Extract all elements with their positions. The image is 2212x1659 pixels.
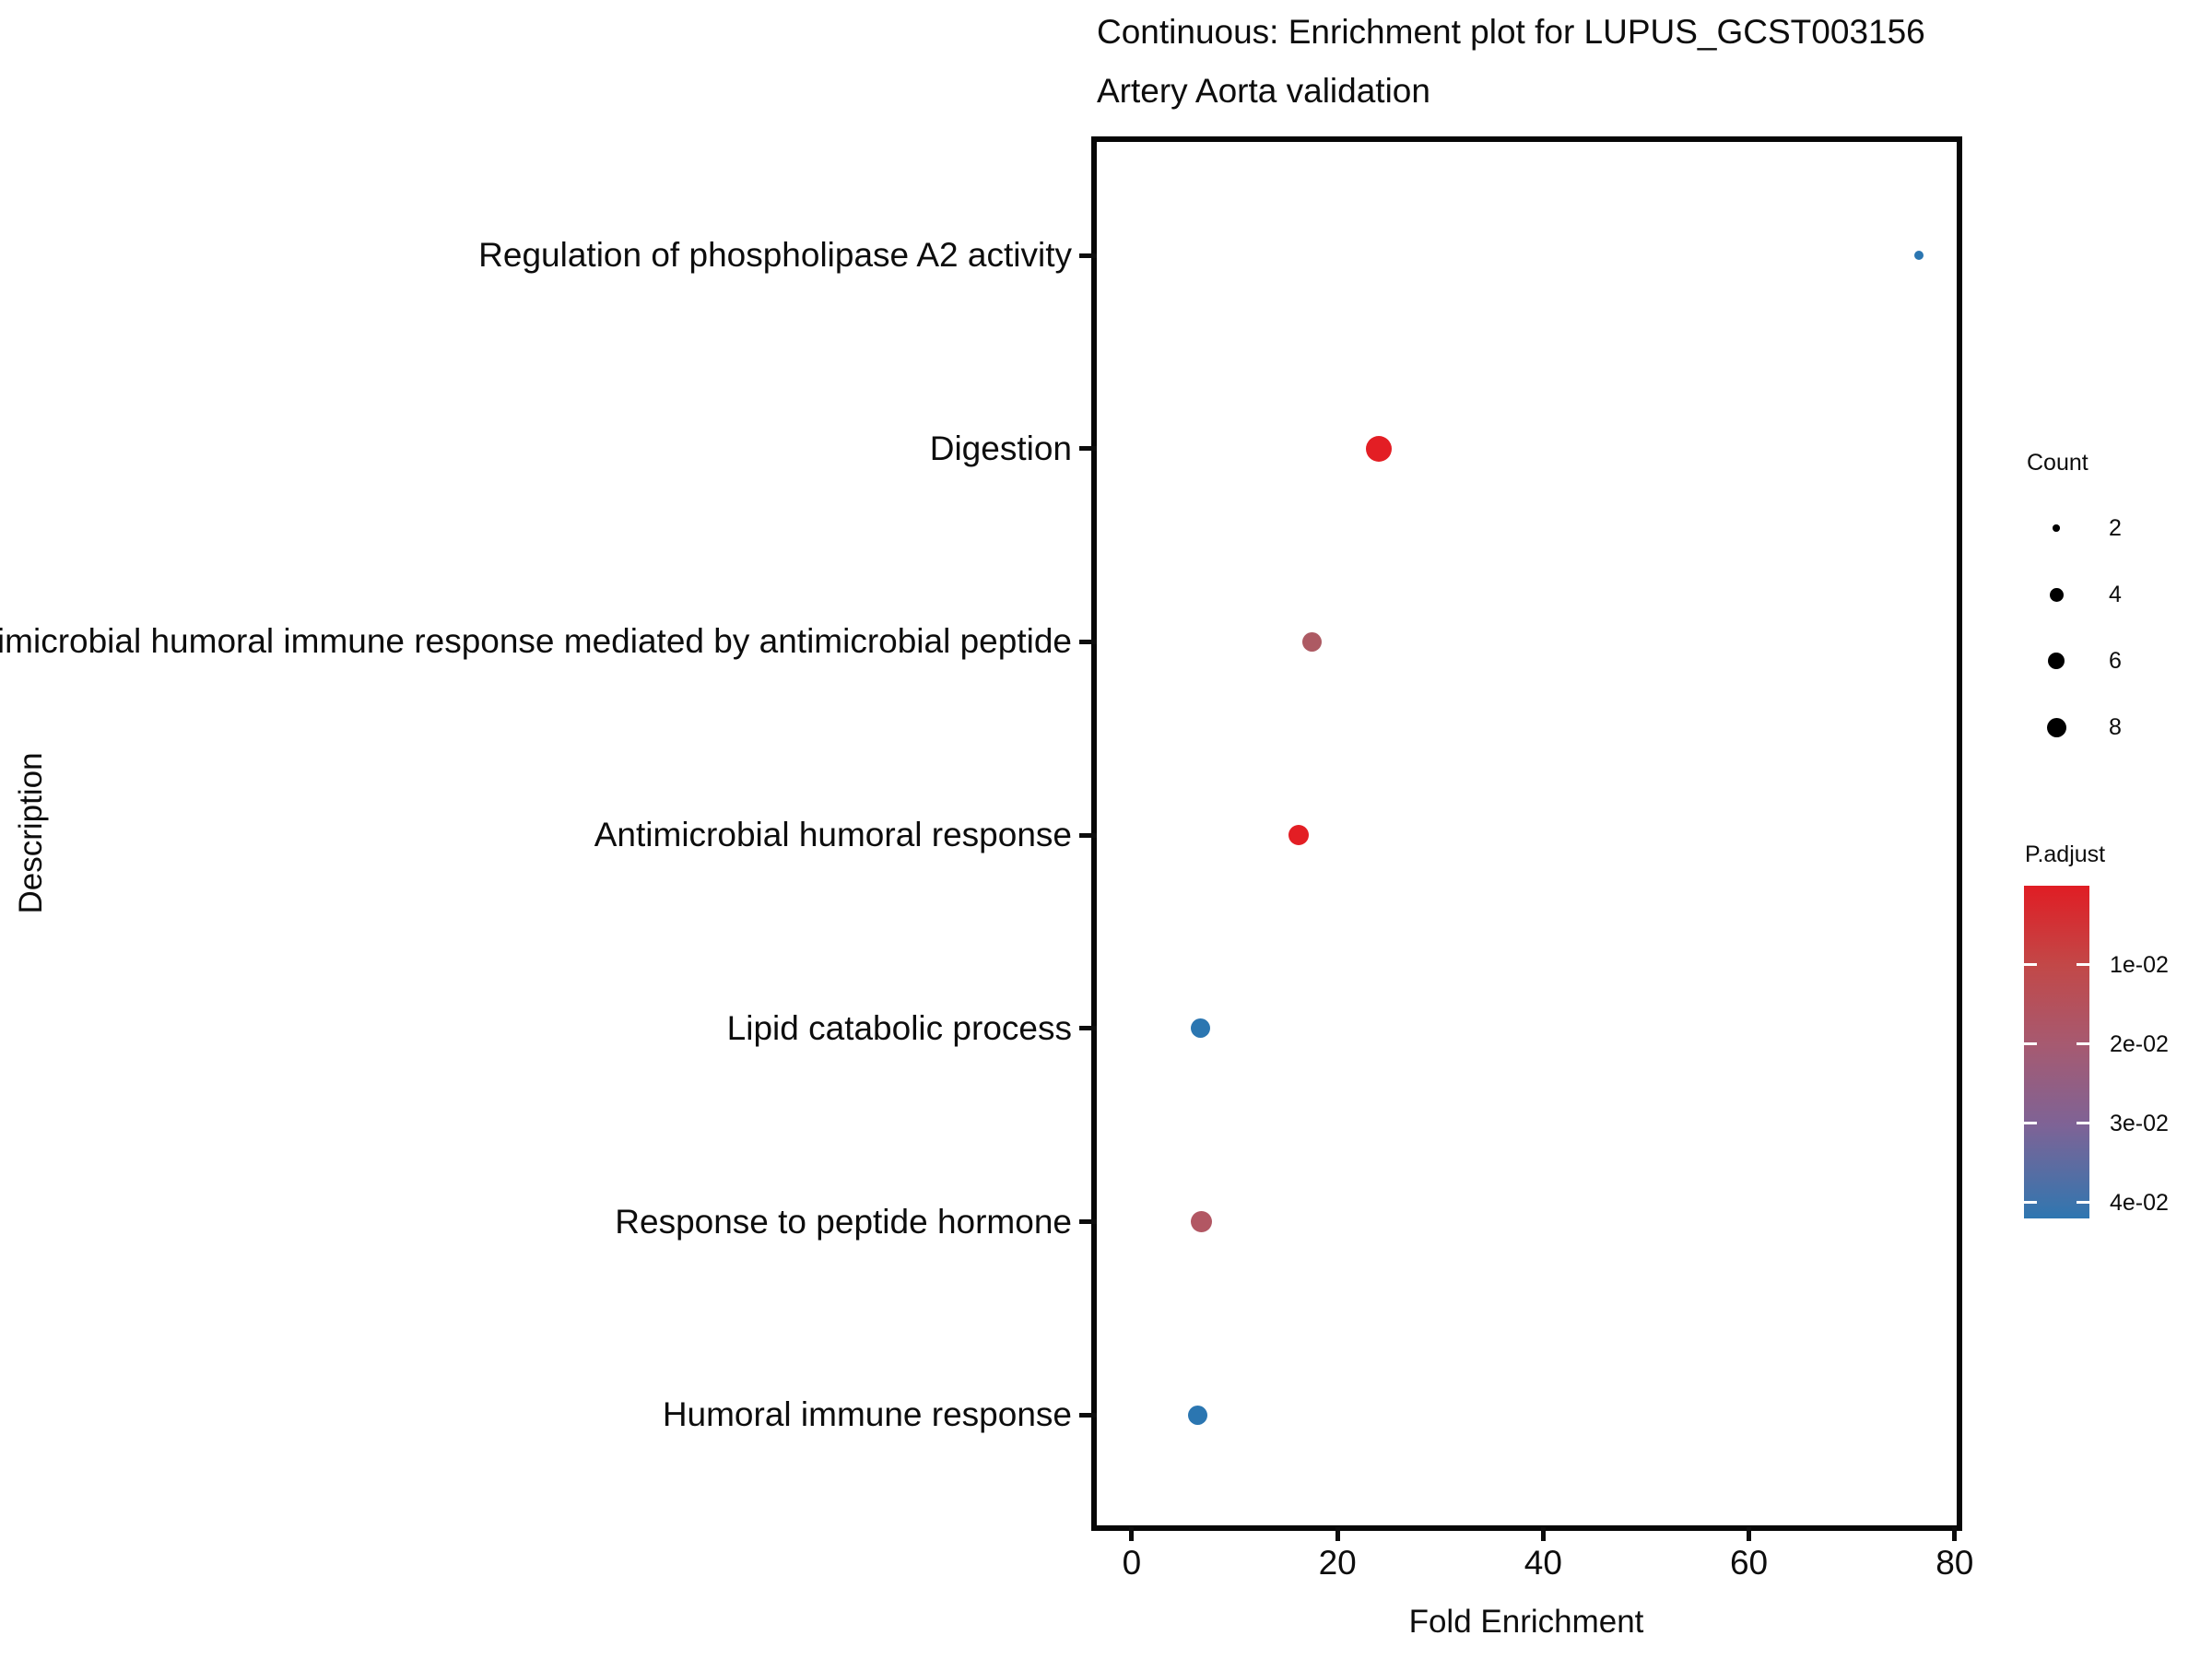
x-tick-label: 20 — [1318, 1544, 1357, 1582]
colorbar-tick — [2077, 1042, 2089, 1046]
colorbar-tick-label: 1e-02 — [2110, 951, 2169, 978]
category-label: Response to peptide hormone — [615, 1202, 1072, 1241]
y-tick — [1079, 253, 1097, 258]
x-tick-label: 60 — [1729, 1544, 1769, 1582]
y-axis-title: Description — [13, 752, 49, 914]
colorbar-tick-label: 4e-02 — [2110, 1189, 2169, 1216]
plot-panel — [1091, 136, 1962, 1531]
y-tick — [1079, 1026, 1097, 1031]
padjust-colorbar — [2024, 886, 2089, 1218]
y-tick — [1079, 1412, 1097, 1418]
data-point — [1365, 435, 1392, 462]
colorbar-tick — [2077, 1122, 2089, 1125]
data-point — [1288, 825, 1309, 846]
chart-title: Continuous: Enrichment plot for LUPUS_GC… — [1097, 13, 1925, 51]
colorbar-tick — [2077, 1201, 2089, 1205]
x-tick — [1952, 1527, 1958, 1541]
count-legend-dot — [2053, 524, 2060, 532]
data-point — [1191, 1018, 1211, 1039]
chart-subtitle: Artery Aorta validation — [1097, 72, 1430, 110]
count-legend-label: 4 — [2109, 582, 2122, 607]
count-legend-dot — [2046, 717, 2066, 737]
data-point — [1301, 631, 1322, 652]
x-tick — [1335, 1527, 1340, 1541]
colorbar-tick — [2077, 963, 2089, 967]
x-tick — [1540, 1527, 1546, 1541]
data-point — [1913, 251, 1924, 261]
category-label: Antimicrobial humoral response — [594, 816, 1072, 854]
count-legend-dot — [2047, 652, 2065, 670]
count-legend-dot — [2049, 587, 2064, 602]
x-tick-label: 80 — [1936, 1544, 1974, 1582]
category-label: Humoral immune response — [662, 1395, 1072, 1434]
category-label: Regulation of phospholipase A2 activity — [478, 236, 1072, 275]
colorbar-tick-label: 2e-02 — [2110, 1030, 2169, 1057]
category-label: Lipid catabolic process — [726, 1008, 1072, 1047]
y-tick — [1079, 832, 1097, 838]
x-tick — [1129, 1527, 1135, 1541]
y-tick — [1079, 446, 1097, 452]
x-tick-label: 40 — [1524, 1544, 1562, 1582]
colorbar-tick — [2024, 1122, 2037, 1125]
category-label: Antimicrobial humoral immune response me… — [0, 622, 1072, 661]
colorbar-tick — [2024, 963, 2037, 967]
data-point — [1187, 1405, 1207, 1425]
category-label: Digestion — [929, 429, 1072, 467]
count-legend-label: 2 — [2109, 515, 2122, 541]
y-tick — [1079, 639, 1097, 644]
count-legend-title: Count — [2027, 450, 2088, 476]
padjust-legend-title: P.adjust — [2025, 841, 2106, 867]
colorbar-tick — [2024, 1042, 2037, 1046]
data-point — [1191, 1211, 1213, 1233]
colorbar-tick-label: 3e-02 — [2110, 1110, 2169, 1136]
x-axis-title: Fold Enrichment — [1408, 1604, 1644, 1640]
x-tick-label: 0 — [1122, 1544, 1142, 1582]
count-legend-label: 8 — [2109, 714, 2122, 740]
count-legend-label: 6 — [2109, 648, 2122, 674]
x-tick — [1747, 1527, 1752, 1541]
y-tick — [1079, 1219, 1097, 1225]
colorbar-tick — [2024, 1201, 2037, 1205]
